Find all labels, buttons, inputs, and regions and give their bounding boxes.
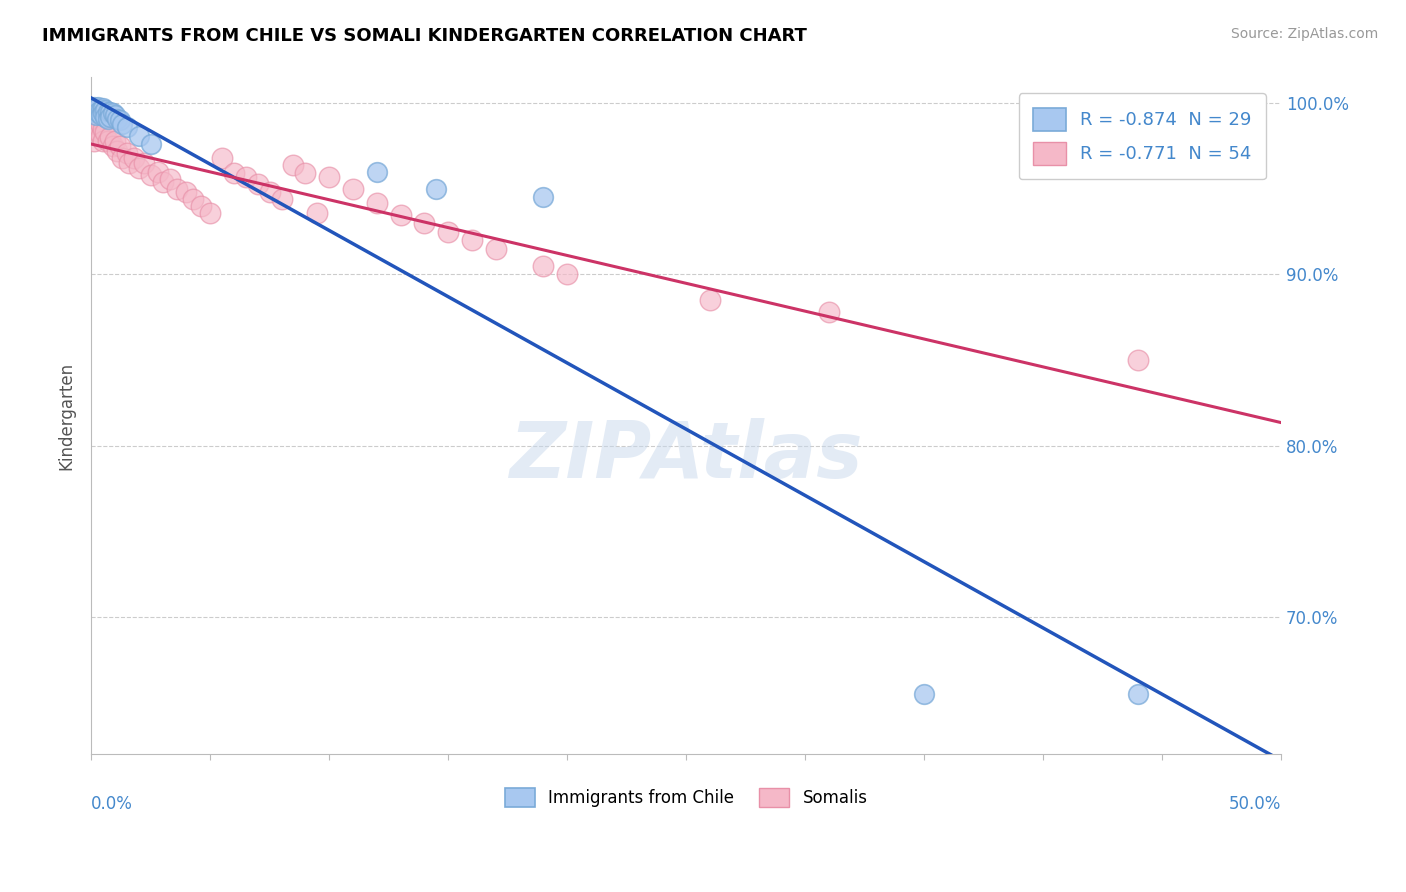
Point [83,134,105,148]
Point [531,190,554,204]
Point [101,139,124,153]
Point [1128,687,1150,701]
Point [98,110,121,124]
Point [91,101,114,115]
Point [101,106,124,120]
Point [91,121,114,136]
Point [115,145,138,160]
Point [912,687,935,701]
Point [111,151,134,165]
Text: 0.0%: 0.0% [91,795,134,813]
Point [555,268,578,282]
Point [246,177,269,191]
Point [104,108,127,122]
Point [270,192,292,206]
Point [90,103,112,117]
Point [139,168,162,182]
Point [83,99,105,113]
Point [98,130,121,145]
Point [437,225,460,239]
Point [90,108,112,122]
Point [817,305,839,319]
Point [98,104,121,119]
Point [461,233,484,247]
Point [97,134,120,148]
Point [389,207,412,221]
Text: Source: ZipAtlas.com: Source: ZipAtlas.com [1230,27,1378,41]
Point [190,199,212,213]
Point [84,117,107,131]
Point [83,104,105,119]
Point [425,182,447,196]
Point [128,161,150,176]
Point [87,99,110,113]
Legend: Immigrants from Chile, Somalis: Immigrants from Chile, Somalis [498,781,875,814]
Point [485,242,508,256]
Point [90,119,112,133]
Point [87,123,110,137]
Point [366,195,388,210]
Point [122,151,145,165]
Point [222,166,245,180]
Point [128,128,150,143]
Point [366,164,388,178]
Point [159,171,181,186]
Point [307,206,329,220]
Point [413,216,436,230]
Point [115,120,138,135]
Point [166,182,188,196]
Point [139,137,162,152]
Point [235,169,257,184]
Point [132,156,155,170]
Point [111,117,134,131]
Point [259,186,281,200]
Point [1128,353,1150,368]
Point [342,182,364,196]
Point [294,166,316,180]
Point [176,186,198,200]
Y-axis label: Kindergarten: Kindergarten [58,362,75,470]
Point [94,110,117,124]
Text: ZIPAtlas: ZIPAtlas [509,418,863,494]
Point [87,113,110,128]
Point [283,158,305,172]
Point [104,134,127,148]
Text: IMMIGRANTS FROM CHILE VS SOMALI KINDERGARTEN CORRELATION CHART: IMMIGRANTS FROM CHILE VS SOMALI KINDERGA… [42,27,807,45]
Point [84,101,107,115]
Point [84,110,107,124]
Point [531,259,554,273]
Point [146,164,169,178]
Point [83,121,105,136]
Point [198,206,221,220]
Point [94,103,117,117]
Point [108,113,131,128]
Point [699,293,721,308]
Point [90,128,112,143]
Point [91,134,114,148]
Point [318,169,340,184]
Point [105,144,128,158]
Point [211,151,233,165]
Point [97,112,120,126]
Point [105,112,128,126]
Point [91,106,114,120]
Point [118,156,141,170]
Point [84,108,107,122]
Point [152,175,174,189]
Point [108,139,131,153]
Text: 50.0%: 50.0% [1229,795,1281,813]
Point [183,192,205,206]
Point [94,125,117,139]
Point [87,104,110,119]
Point [97,104,120,119]
